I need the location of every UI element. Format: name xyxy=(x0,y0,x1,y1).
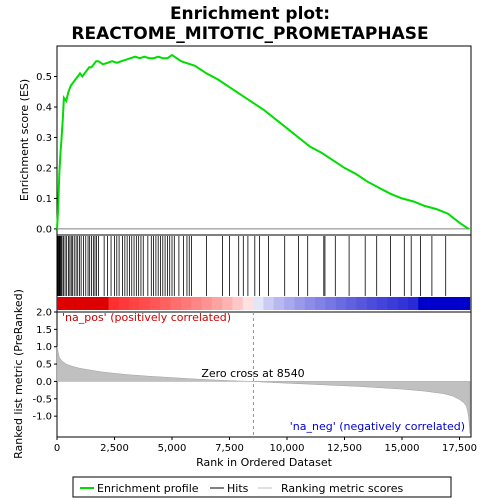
es-panel-frame xyxy=(56,45,472,236)
rank-color-segment xyxy=(428,297,440,310)
ranking-metric-area xyxy=(56,346,471,434)
x-tick-label: 10,000 xyxy=(270,443,305,454)
hits-marks xyxy=(57,236,447,296)
x-tick-label: 15,000 xyxy=(385,443,420,454)
enrichment-profile-line xyxy=(56,53,470,230)
rank-color-segment xyxy=(294,297,306,310)
rank-color-segment xyxy=(242,297,254,310)
rank-color-segment xyxy=(366,297,378,310)
rank-color-segment xyxy=(57,297,68,310)
rank-color-segment xyxy=(418,297,429,310)
metric-y-tick-label: 1.5 xyxy=(36,325,52,336)
legend-box xyxy=(72,476,452,498)
rank-color-segment xyxy=(459,297,471,310)
es-plot-area xyxy=(56,53,471,230)
es-y-tick-label: 0.1 xyxy=(36,194,52,205)
metric-plot-area xyxy=(56,312,471,437)
metric-y-tick-label: 2.0 xyxy=(36,308,52,319)
rank-color-segment xyxy=(67,297,78,310)
rank-color-segment xyxy=(191,297,202,310)
rank-color-segment xyxy=(356,297,367,310)
es-y-axis: 0.0 0.1 0.2 0.3 0.4 0.5 xyxy=(36,72,57,235)
legend-label-metric: Ranking metric scores xyxy=(281,482,403,495)
legend-label-hits: Hits xyxy=(227,482,249,495)
rank-color-segment xyxy=(149,297,161,310)
rank-color-segment xyxy=(77,297,89,310)
es-y-tick-label: 0.4 xyxy=(36,102,52,113)
es-y-tick-label: 0.0 xyxy=(36,224,52,235)
rank-color-segment xyxy=(211,297,223,310)
rank-color-segment xyxy=(304,297,316,310)
rank-color-segment xyxy=(222,297,233,310)
chart-title-line1: Enrichment plot: xyxy=(170,4,330,24)
legend-label-enrichment: Enrichment profile xyxy=(97,482,199,495)
rank-color-segment xyxy=(449,297,460,310)
x-tick-label: 12,500 xyxy=(327,443,362,454)
x-tick-label: 17,500 xyxy=(442,443,477,454)
rank-color-segment xyxy=(335,297,347,310)
es-y-tick-label: 0.5 xyxy=(36,72,52,83)
rank-color-segment xyxy=(376,297,388,310)
x-tick-label: 0 xyxy=(54,443,60,454)
rank-color-segment xyxy=(170,297,182,310)
rank-color-segment xyxy=(325,297,336,310)
rank-color-segment xyxy=(438,297,450,310)
rank-color-segment xyxy=(201,297,213,310)
metric-y-tick-label: 0.5 xyxy=(36,360,52,371)
rank-color-segment xyxy=(118,297,130,310)
metric-y-tick-label: -1.0 xyxy=(32,412,52,423)
rank-color-segment xyxy=(98,297,109,310)
metric-y-tick-label: 0.0 xyxy=(36,377,52,388)
rank-color-segment xyxy=(160,297,171,310)
x-tick-label: 5,000 xyxy=(158,443,187,454)
rank-color-segment xyxy=(263,297,275,310)
rank-color-segment xyxy=(273,297,285,310)
rank-color-segment xyxy=(129,297,140,310)
rank-color-segment xyxy=(232,297,244,310)
es-y-tick-label: 0.3 xyxy=(36,133,52,144)
metric-y-axis-label: Ranked list metric (PreRanked) xyxy=(12,289,25,459)
metric-y-axis: 2.0 1.5 1.0 0.5 0.0 -0.5 -1.0 xyxy=(32,308,57,423)
rank-color-segment xyxy=(139,297,151,310)
x-tick-label: 2,500 xyxy=(100,443,129,454)
rank-color-segment xyxy=(387,297,398,310)
rank-color-segment xyxy=(284,297,295,310)
x-axis-label: Rank in Ordered Dataset xyxy=(196,456,333,469)
chart-title-line2: REACTOME_MITOTIC_PROMETAPHASE xyxy=(71,24,428,44)
rank-color-segment xyxy=(180,297,192,310)
metric-y-tick-label: 1.0 xyxy=(36,342,52,353)
es-y-tick-label: 0.2 xyxy=(36,163,52,174)
zero-cross-label: Zero cross at 8540 xyxy=(201,367,304,380)
pos-correlated-label: 'na_pos' (positively correlated) xyxy=(62,311,231,324)
rank-color-segment xyxy=(253,297,264,310)
rank-color-segment xyxy=(87,297,99,310)
rank-x-axis: 0 2,500 5,000 7,500 10,000 12,500 15,000 17,500 xyxy=(54,437,477,454)
rank-color-segment xyxy=(345,297,357,310)
rank-color-segment xyxy=(407,297,419,310)
x-tick-label: 7,500 xyxy=(215,443,244,454)
neg-correlated-label: 'na_neg' (negatively correlated) xyxy=(290,420,465,433)
es-y-axis-label: Enrichment score (ES) xyxy=(18,79,31,201)
metric-y-tick-label: -0.5 xyxy=(32,394,52,405)
rank-color-bar xyxy=(57,297,471,310)
rank-color-segment xyxy=(108,297,120,310)
rank-color-segment xyxy=(315,297,326,310)
rank-color-segment xyxy=(397,297,409,310)
